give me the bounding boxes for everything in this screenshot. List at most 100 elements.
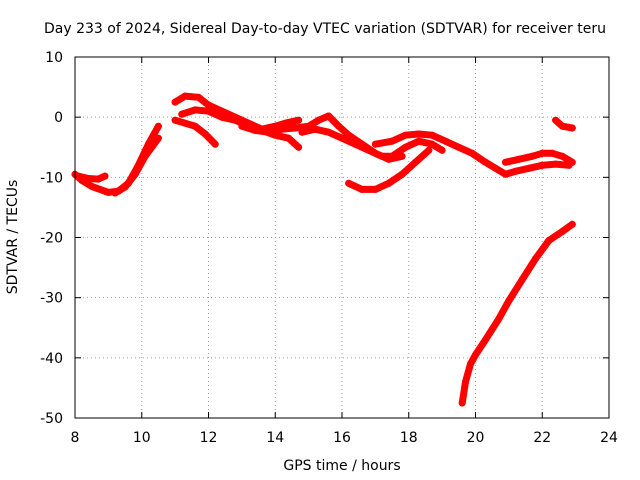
data-point (178, 110, 186, 118)
data-point (568, 220, 576, 228)
data-point (325, 112, 333, 120)
data-point (502, 158, 509, 166)
data-point (338, 134, 346, 142)
data-point (171, 116, 179, 124)
data-point (84, 175, 92, 182)
data-point (518, 276, 526, 284)
data-point (231, 116, 239, 124)
data-point (371, 140, 379, 148)
data-point (415, 137, 423, 145)
data-point (525, 164, 533, 172)
data-point (528, 152, 536, 160)
data-point (315, 116, 323, 124)
data-point (218, 113, 226, 121)
data-point (401, 131, 409, 139)
x-tick-label: 20 (467, 430, 485, 446)
data-point (568, 124, 576, 132)
data-point (428, 131, 436, 139)
data-point (205, 107, 212, 115)
data-point (181, 119, 189, 127)
data-point (425, 146, 433, 154)
data-point (538, 149, 546, 157)
x-tick-label: 16 (333, 430, 351, 446)
y-axis-label: SDTVAR / TECUs (5, 180, 21, 295)
data-point (385, 179, 393, 187)
data-point (532, 255, 540, 263)
data-point (482, 336, 489, 344)
data-point (468, 149, 476, 157)
data-point (285, 134, 293, 142)
data-point (131, 170, 139, 178)
data-point (191, 106, 199, 114)
x-tick-label: 22 (533, 430, 551, 446)
data-point (378, 152, 386, 160)
x-axis-label: GPS time / hours (283, 458, 400, 474)
data-point (295, 143, 303, 151)
data-point (351, 140, 359, 148)
y-tick-label: 10 (45, 50, 63, 66)
data-point (365, 146, 373, 154)
data-point (548, 149, 556, 157)
data-point (295, 116, 303, 124)
data-point (251, 126, 259, 134)
data-point (388, 137, 396, 145)
data-point (121, 183, 129, 191)
data-layer (71, 92, 576, 407)
tick-layer: 8 10 12 14 16 18 20 22 24 -50 -40 -30 -20 -10 0 10 (40, 50, 618, 446)
data-point (358, 185, 366, 193)
y-tick-label: 0 (54, 110, 63, 126)
data-point (345, 179, 353, 187)
data-point (462, 378, 469, 386)
series-track-m (458, 220, 576, 407)
data-point (538, 161, 546, 169)
data-point (141, 152, 149, 160)
data-point (495, 315, 503, 323)
data-point (171, 98, 179, 106)
data-point (371, 185, 379, 193)
data-point (552, 160, 560, 168)
data-point (211, 140, 219, 148)
data-point (558, 228, 566, 235)
series-track-b (74, 172, 109, 183)
data-point (455, 143, 463, 151)
y-tick-label: -20 (40, 231, 63, 247)
data-point (545, 237, 553, 244)
data-point (238, 122, 246, 130)
data-point (512, 167, 519, 175)
data-point (558, 122, 566, 130)
data-point (335, 122, 343, 130)
grid-layer (75, 57, 609, 418)
data-point (558, 152, 566, 160)
y-tick-label: -30 (40, 291, 63, 307)
data-point (201, 130, 209, 138)
data-point (458, 399, 466, 407)
data-point (415, 130, 423, 138)
data-point (505, 297, 513, 305)
x-tick-label: 18 (400, 430, 418, 446)
data-point (281, 119, 289, 127)
data-point (298, 128, 306, 136)
x-tick-label: 10 (133, 430, 151, 446)
data-point (472, 351, 479, 359)
data-point (552, 116, 560, 124)
data-point (94, 175, 102, 183)
data-point (398, 170, 406, 178)
plot-frame (74, 56, 610, 419)
data-point (205, 101, 212, 109)
data-point (311, 125, 319, 133)
data-point (101, 172, 109, 180)
data-point (492, 164, 499, 172)
data-point (88, 182, 96, 190)
data-point (442, 137, 449, 145)
data-point (467, 360, 474, 368)
data-point (515, 155, 523, 163)
data-point (111, 189, 119, 197)
chart-title: Day 233 of 2024, Sidereal Day-to-day VTE… (44, 21, 606, 37)
data-point (154, 134, 162, 142)
data-point (291, 124, 299, 132)
y-tick-label: -40 (40, 351, 63, 367)
data-point (154, 122, 162, 130)
data-point (502, 170, 509, 178)
data-point (388, 152, 396, 160)
data-point (104, 188, 112, 196)
